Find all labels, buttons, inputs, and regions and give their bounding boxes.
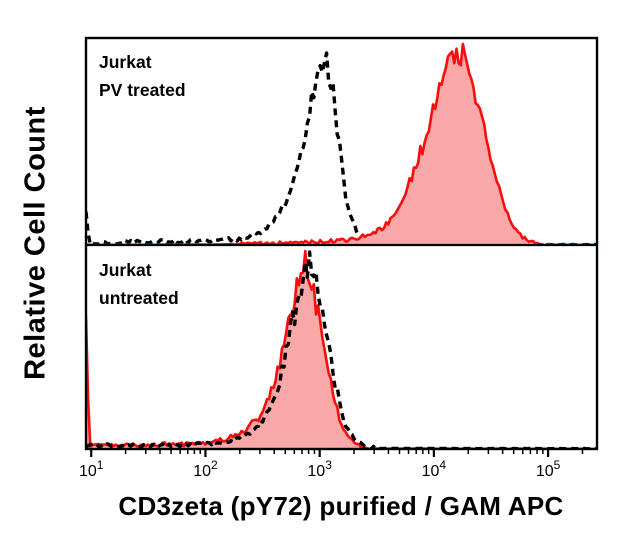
panel-annotation-untreated: Jurkat untreated — [99, 256, 179, 312]
y-axis-label: Relative Cell Count — [19, 106, 52, 380]
plot-frame — [84, 36, 599, 451]
panel-annotation-pv-treated: Jurkat PV treated — [99, 48, 186, 104]
panel-annotation-line: Jurkat — [99, 52, 152, 72]
x-tick-label: 104 — [422, 458, 447, 480]
x-tick-label: 103 — [307, 458, 332, 480]
x-tick-label: 102 — [193, 458, 218, 480]
panel-annotation-line: PV treated — [99, 80, 186, 100]
x-tick-label: 101 — [79, 458, 104, 480]
x-axis-tick-labels: 101 102 103 104 105 — [79, 458, 561, 480]
panel-annotation-line: Jurkat — [99, 260, 152, 280]
x-axis-title: CD3zeta (pY72) purified / GAM APC — [118, 491, 564, 521]
red-histogram-fill — [86, 44, 597, 245]
panel-annotation-line: untreated — [99, 288, 179, 308]
x-axis-ticks — [90, 449, 584, 457]
x-tick-label: 105 — [536, 458, 561, 480]
